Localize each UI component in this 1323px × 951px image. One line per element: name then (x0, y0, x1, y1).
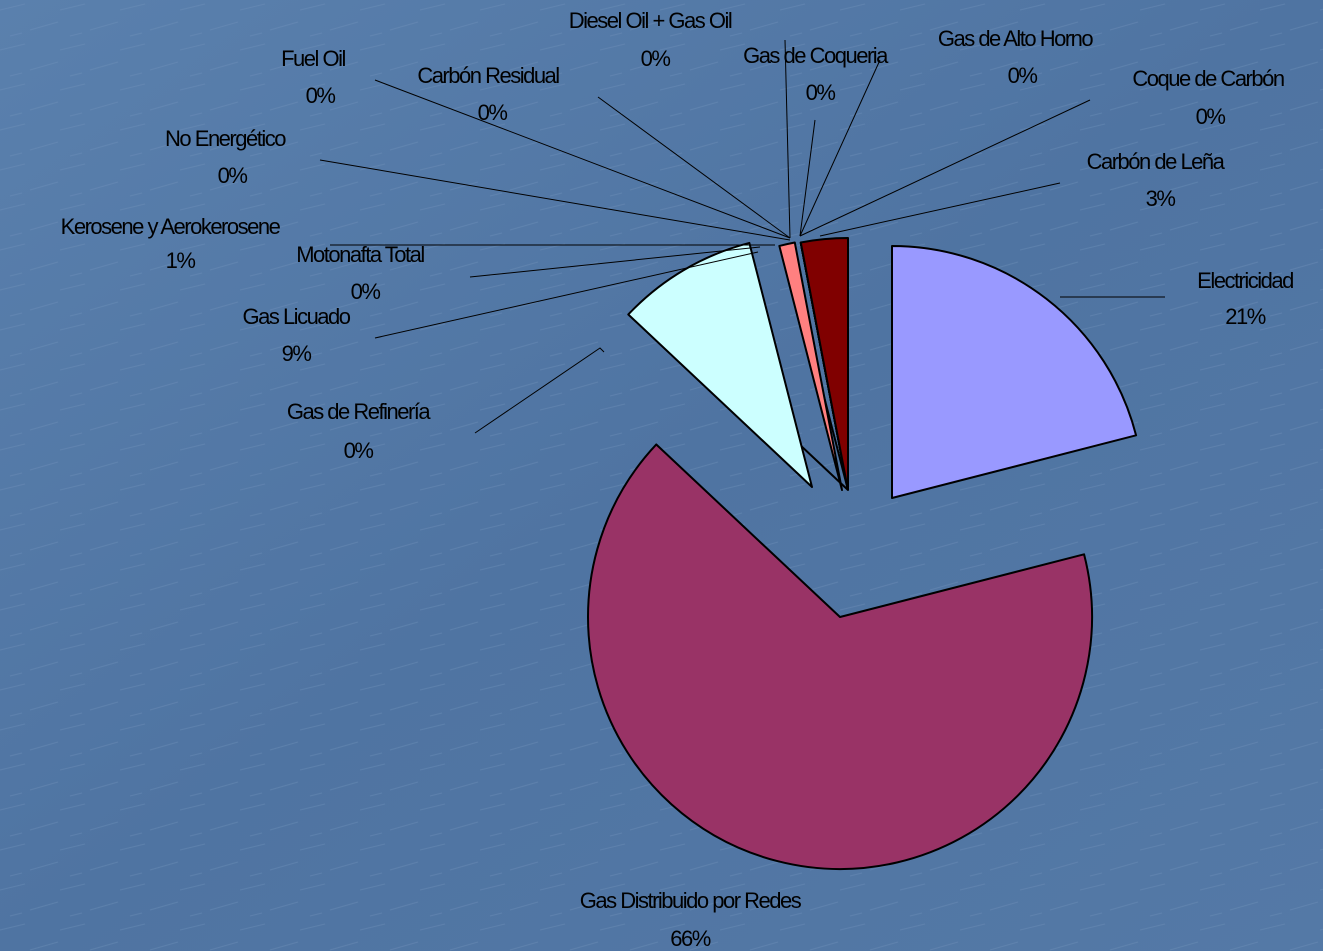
value-label: 1% (166, 248, 196, 273)
slice-label: Gas de Coqueria (743, 43, 889, 68)
leader-line (469, 246, 761, 278)
leader-line (819, 182, 1061, 237)
slice-label: Carbón Residual (417, 63, 559, 88)
leader-line (319, 159, 791, 241)
slice-label: Fuel Oil (281, 46, 345, 71)
pie (587, 237, 1138, 870)
pie-slice (587, 443, 1093, 870)
value-label: 0% (1008, 63, 1038, 88)
slice-label: Carbón de Leña (1087, 149, 1226, 174)
leader-line (799, 59, 881, 237)
value-label: 0% (641, 46, 671, 71)
labels: Electricidad 21% Gas Distribuido por Redes… (61, 8, 1295, 951)
pie-slice (778, 241, 843, 491)
value-label: 66% (670, 926, 710, 951)
pie-slice (891, 245, 1138, 499)
slice-label: Coque de Carbón (1132, 66, 1283, 91)
value-label: 0% (306, 83, 336, 108)
slice-label: Kerosene y Aerokerosene (61, 214, 281, 239)
leader-line (597, 96, 791, 239)
leader-line (784, 39, 791, 239)
slice-label: Gas Licuado (242, 304, 350, 329)
pie-slice (799, 237, 849, 491)
value-label: 9% (282, 341, 312, 366)
leader-line (799, 99, 1091, 237)
leader-line (374, 251, 759, 339)
slice-label: Gas de Alto Horno (938, 26, 1094, 51)
leader-line (374, 79, 791, 239)
slice-label: Diesel Oil + Gas Oil (569, 8, 732, 33)
value-label: 0% (1196, 104, 1226, 129)
value-label: 0% (351, 279, 381, 304)
leader-line (799, 119, 816, 237)
value-label: 0% (478, 100, 508, 125)
slice-label: Gas Distribuido por Redes (580, 888, 802, 913)
slice-label: Electricidad (1197, 268, 1293, 293)
slice-label: No Energético (165, 126, 286, 151)
value-label: 0% (344, 438, 374, 463)
value-label: 0% (806, 80, 836, 105)
slice-label: Motonafta Total (296, 242, 424, 267)
value-label: 0% (218, 163, 248, 188)
slice-label: Gas de Refinería (287, 399, 432, 424)
value-label: 21% (1225, 304, 1265, 329)
leader-line (474, 347, 605, 434)
value-label: 3% (1146, 186, 1176, 211)
